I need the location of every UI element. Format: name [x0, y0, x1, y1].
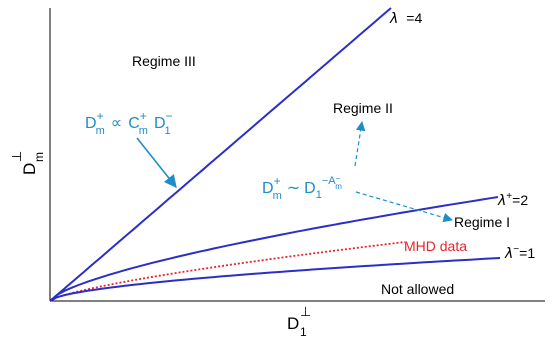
annotation-power-law: D+ m ~ D1−A− m: [262, 174, 342, 202]
region-regime-1: Regime I: [454, 214, 510, 230]
y-axis-label-sup: ⊥: [10, 151, 25, 162]
series-line-lam1: [49, 257, 501, 302]
label-lambda-minus-1: λ−=1: [504, 244, 535, 262]
arrow-to-regime-2: [354, 121, 366, 167]
arrow-to-regime-1: [355, 191, 453, 223]
x-axis-label-main: D: [287, 314, 299, 333]
region-regime-3: Regime III: [132, 53, 196, 69]
region-regime-2: Regime II: [333, 100, 393, 116]
x-axis-label-sup: ⊥: [300, 305, 311, 320]
arrow-proportional: [136, 137, 177, 189]
series-layer: [49, 7, 501, 302]
y-axis-label-main: D: [20, 163, 39, 175]
label-mhd-data: MHD data: [404, 238, 467, 254]
region-not-allowed: Not allowed: [381, 281, 454, 297]
series-line-lam4: [49, 7, 392, 302]
label-lambda-4: λ =4: [389, 10, 422, 27]
x-axis-label-sub: 1: [300, 325, 307, 339]
x-axis-label: D: [287, 314, 299, 333]
y-axis-label: D ⊥ m: [10, 151, 46, 175]
label-lambda-plus-2: λ+=2: [497, 191, 528, 209]
series-line-mhd: [49, 241, 406, 302]
y-axis-label-sub: m: [32, 152, 46, 162]
annotation-proportional: D+ m ∝ C+ m D− 1: [85, 109, 173, 137]
series-line-lam2: [49, 196, 499, 302]
